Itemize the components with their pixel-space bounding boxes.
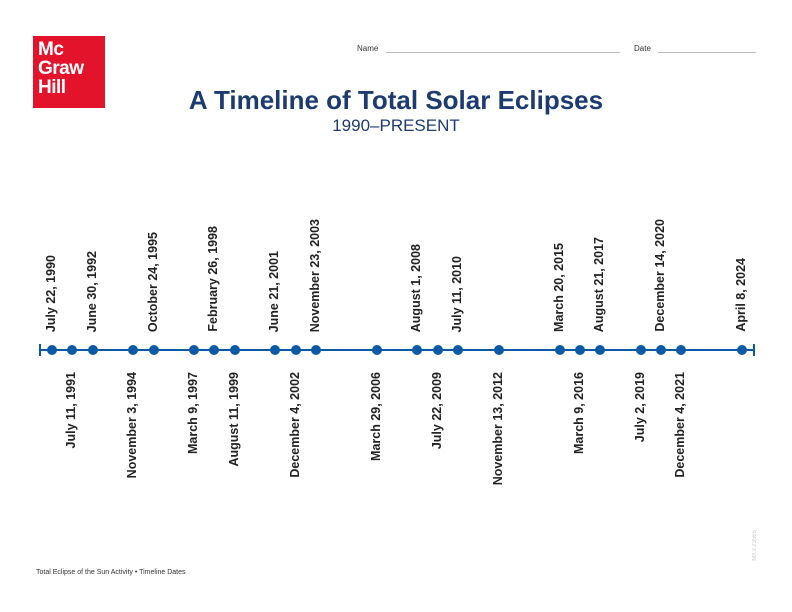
timeline-dot — [656, 345, 666, 355]
timeline-dot — [432, 345, 443, 355]
timeline-dot — [371, 345, 382, 355]
event-date-label: July 11, 2010 — [450, 255, 464, 332]
timeline-start-cap — [39, 344, 41, 356]
date-line[interactable] — [658, 52, 756, 53]
timeline-dot — [554, 345, 565, 355]
logo-line: Graw — [38, 58, 84, 79]
timeline-dot — [310, 345, 321, 355]
timeline-dot — [189, 345, 200, 355]
timeline-axis — [40, 349, 755, 351]
event-date-label: December 14, 2020 — [653, 219, 667, 332]
event-date-label: July 22, 2009 — [429, 372, 444, 450]
timeline-dot — [209, 345, 220, 355]
event-date-label: August 11, 1999 — [226, 372, 241, 467]
timeline-dot — [87, 345, 98, 355]
mcgraw-hill-logo: Mc Graw Hill — [33, 36, 105, 108]
logo-line: Hill — [38, 77, 66, 98]
timeline-dot — [676, 345, 687, 355]
event-date-label: March 9, 2016 — [571, 372, 586, 454]
product-code: MK3 23565 — [752, 530, 758, 561]
event-date-label: June 30, 1992 — [84, 250, 99, 332]
page-subtitle: 1990–PRESENT — [332, 116, 460, 135]
event-date-label: October 24, 1995 — [145, 231, 160, 332]
timeline-dot — [148, 345, 159, 355]
event-date-label: July 11, 1991 — [64, 372, 79, 449]
event-date-label: December 4, 2002 — [287, 372, 302, 478]
timeline-dot — [493, 345, 504, 355]
event-date-label: December 4, 2021 — [673, 372, 688, 478]
event-date-label: April 8, 2024 — [734, 258, 749, 332]
event-date-label: November 23, 2003 — [307, 218, 322, 332]
timeline-dot — [412, 345, 423, 355]
name-line[interactable] — [386, 52, 620, 53]
timeline-dot — [635, 345, 646, 355]
timeline-dot — [453, 345, 463, 355]
timeline-dot — [128, 345, 139, 355]
date-label: Date — [634, 44, 651, 53]
event-date-label: November 3, 1994 — [125, 372, 140, 479]
timeline-dot — [737, 345, 748, 355]
timeline-end-cap — [753, 344, 755, 356]
event-date-label: August 1, 2008 — [409, 243, 424, 332]
timeline-dot — [574, 345, 585, 355]
event-date-label: March 20, 2015 — [551, 243, 566, 332]
timeline-dot — [67, 345, 78, 355]
timeline-dot — [47, 345, 57, 355]
event-date-label: March 29, 2006 — [368, 372, 383, 461]
event-date-label: February 26, 1998 — [206, 226, 221, 332]
footer-text: Total Eclipse of the Sun Activity • Time… — [36, 569, 186, 576]
timeline-dot — [595, 345, 606, 355]
logo-line: Mc — [38, 39, 64, 60]
event-date-label: March 9, 1997 — [186, 372, 201, 454]
timeline-dot — [290, 345, 301, 355]
name-label: Name — [357, 44, 379, 53]
event-date-label: August 21, 2017 — [592, 236, 607, 332]
page-title: A Timeline of Total Solar Eclipses — [188, 85, 604, 115]
event-date-label: July 22, 1990 — [44, 254, 58, 332]
timeline-dot — [229, 345, 240, 355]
timeline-dot — [270, 345, 281, 355]
event-date-label: June 21, 2001 — [267, 250, 282, 332]
event-date-label: November 13, 2012 — [490, 372, 505, 486]
event-date-label: July 2, 2019 — [632, 372, 647, 443]
